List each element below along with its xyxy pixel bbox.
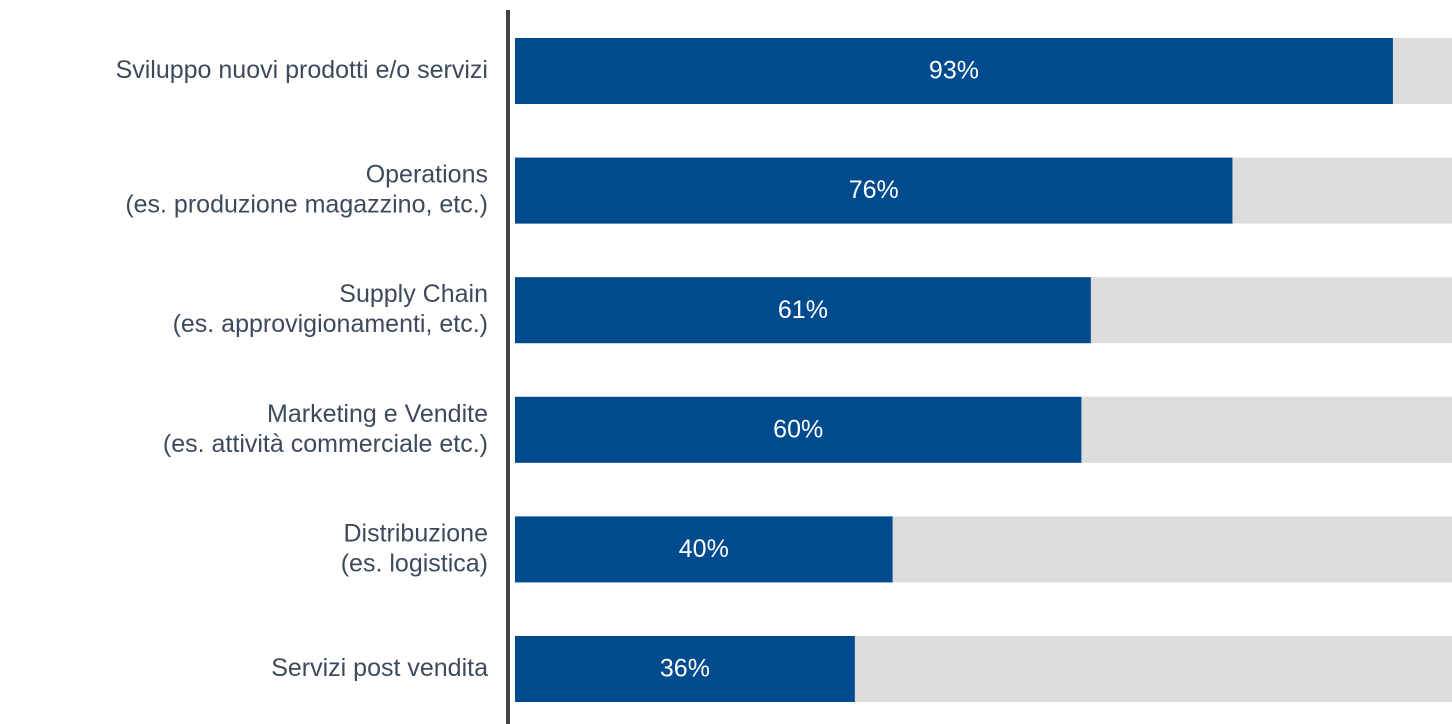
category-label: Sviluppo nuovi prodotti e/o servizi <box>116 56 488 84</box>
category-label: Marketing e Vendite (es. attività commerc… <box>163 399 488 457</box>
bar <box>515 636 855 702</box>
bar <box>515 516 893 583</box>
value-label: 40% <box>679 535 729 563</box>
value-label: 36% <box>660 655 710 683</box>
value-label: 61% <box>778 296 828 324</box>
bar <box>515 396 1082 463</box>
value-label: 76% <box>849 176 899 204</box>
category-label: Servizi post vendita <box>271 654 488 682</box>
bar <box>515 38 1393 104</box>
value-label: 93% <box>929 57 979 85</box>
bar <box>515 277 1091 344</box>
category-label: Distribuzione (es. logistica) <box>341 519 488 577</box>
category-label: Supply Chain (es. approvigionamenti, etc.… <box>173 280 488 338</box>
bar <box>515 157 1233 224</box>
value-label: 60% <box>773 415 823 443</box>
category-label: Operations (es. produzione magazzino, etc… <box>125 160 488 218</box>
